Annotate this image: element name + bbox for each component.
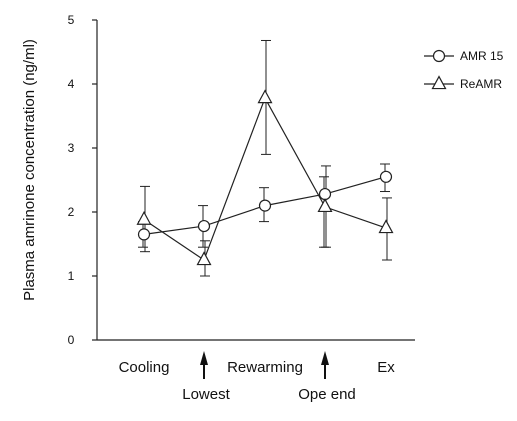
y-ticks: 0 1 2 3 4 5 <box>68 13 97 347</box>
legend: AMR 15 ReAMR <box>424 49 504 91</box>
axes <box>96 20 415 341</box>
series-lines <box>143 96 387 261</box>
legend-label: AMR 15 <box>460 49 504 63</box>
x-category-label: Ex <box>377 359 395 376</box>
annotation-arrow-head <box>200 351 208 365</box>
triangle-marker <box>196 251 212 266</box>
circle-marker <box>379 170 393 183</box>
y-tick-label: 2 <box>68 205 75 219</box>
x-category-label: Rewarming <box>227 359 303 376</box>
y-axis-label: Plasma amrinone concentration (ng/ml) <box>21 39 38 301</box>
annotation-arrow-head <box>321 351 329 365</box>
triangle-marker <box>317 198 333 213</box>
triangle-marker <box>378 219 394 234</box>
triangle-marker <box>257 89 273 104</box>
legend-marker <box>431 75 447 90</box>
legend-label: ReAMR <box>460 77 502 91</box>
circle-marker <box>258 199 272 212</box>
series-line-reamr <box>143 96 387 261</box>
y-tick-label: 0 <box>68 333 75 347</box>
y-tick-label: 5 <box>68 13 75 27</box>
triangle-marker <box>136 210 152 225</box>
y-tick-label: 1 <box>68 269 75 283</box>
x-category-labels: Cooling Rewarming Ex <box>119 359 396 376</box>
annotation-label: Ope end <box>298 386 356 403</box>
legend-marker <box>432 49 446 63</box>
circle-marker <box>197 219 211 233</box>
annotation-label: Lowest <box>182 386 230 403</box>
y-tick-label: 4 <box>68 77 75 91</box>
circle-marker <box>318 187 332 201</box>
y-tick-label: 3 <box>68 141 75 155</box>
series-markers <box>136 89 394 266</box>
x-category-label: Cooling <box>119 359 170 376</box>
annotations: Lowest Ope end <box>182 351 356 403</box>
circle-marker <box>137 228 151 241</box>
